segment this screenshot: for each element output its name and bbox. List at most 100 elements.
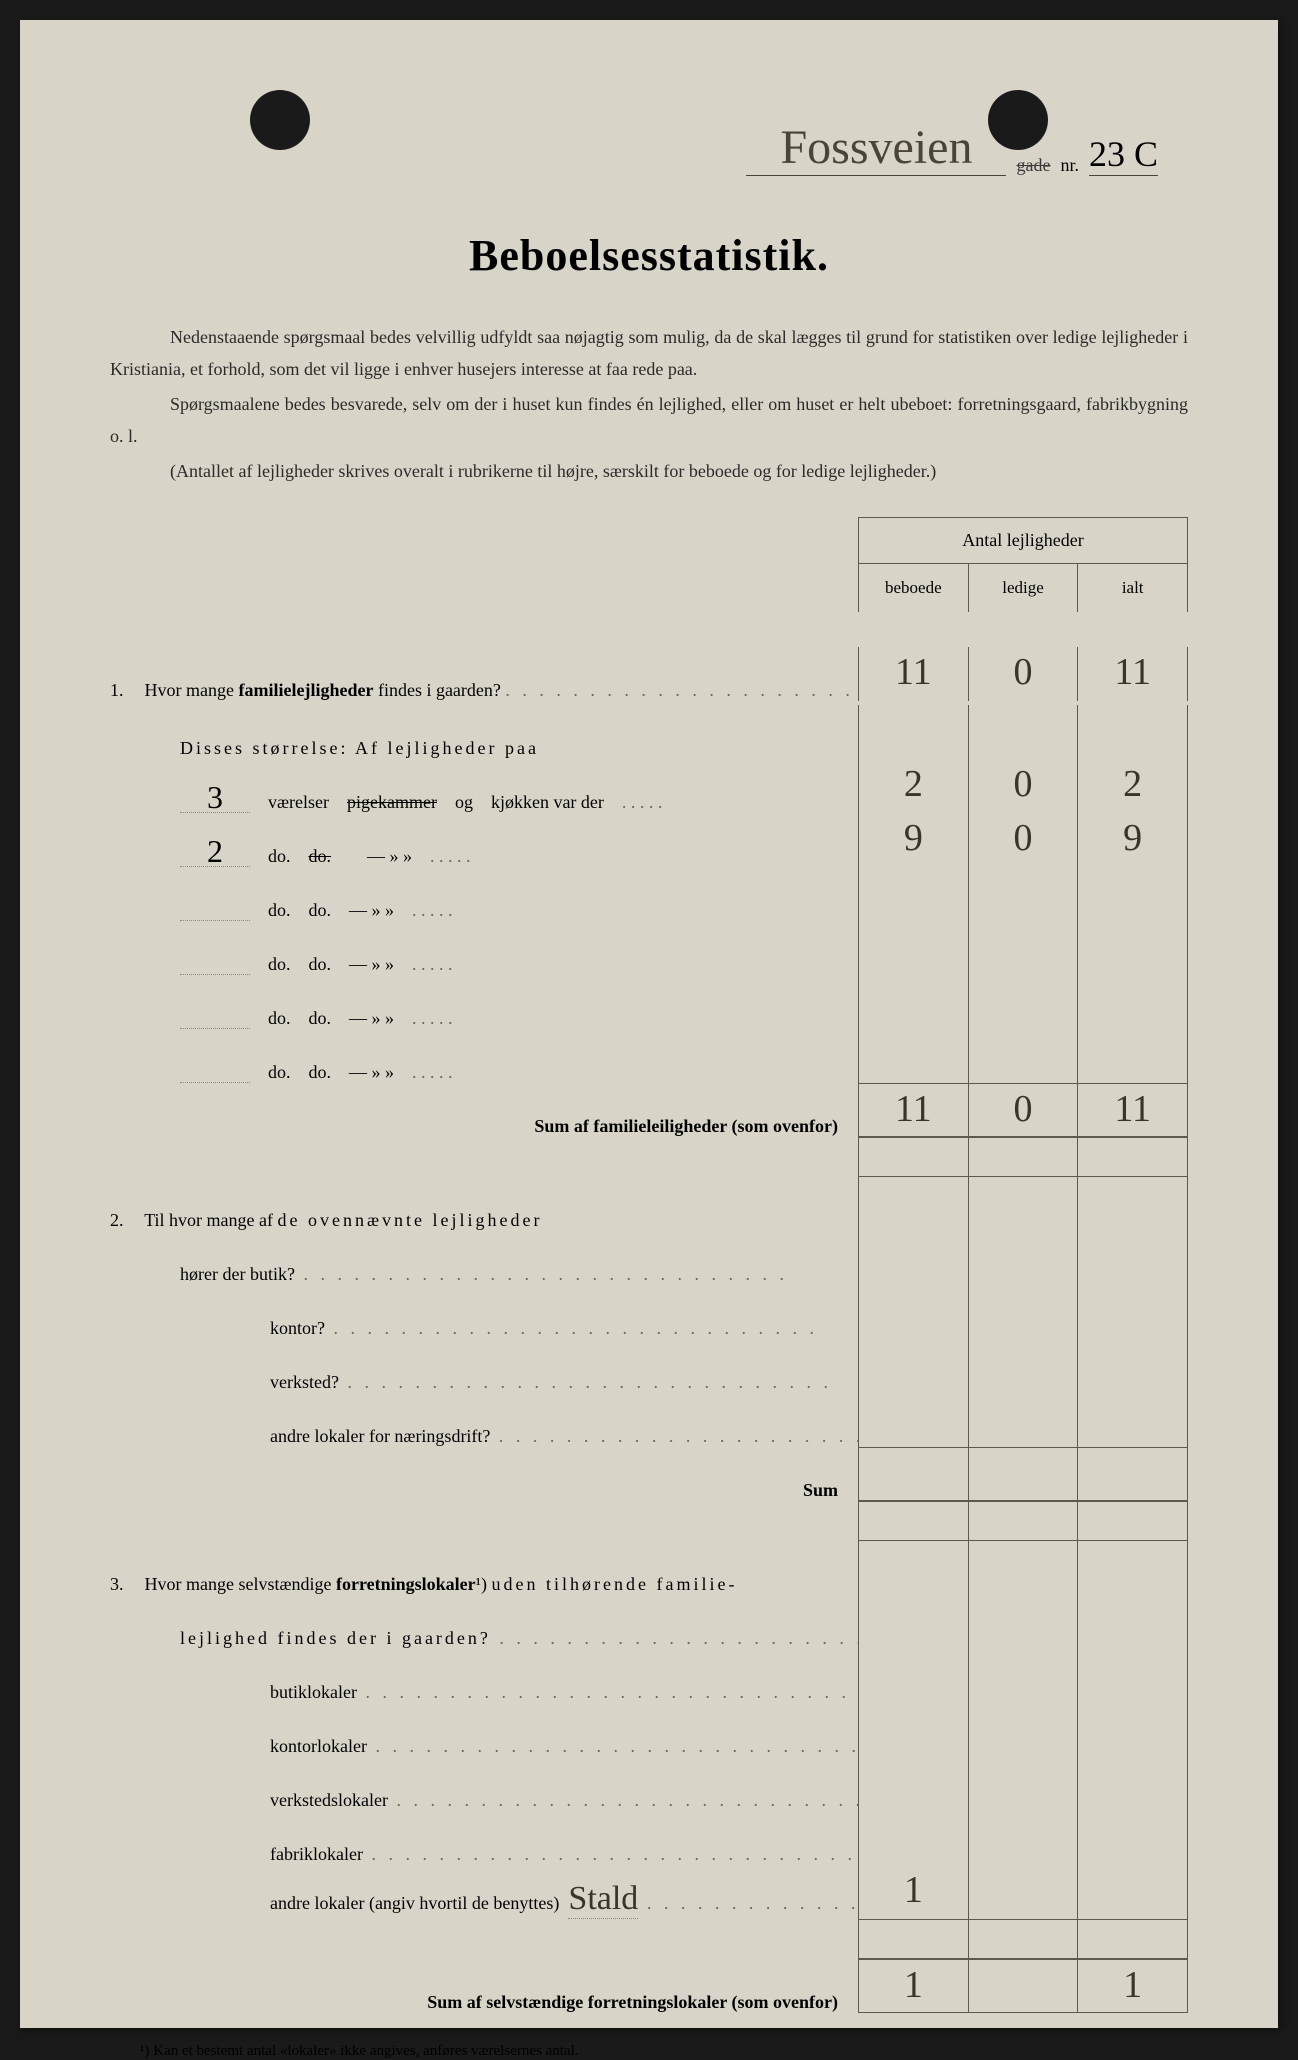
q3-sum-2: 1 [1078,1960,1187,2012]
col-ialt: ialt [1078,564,1187,612]
intro-p3: (Antallet af lejligheder skrives overalt… [110,455,1188,487]
q2-item-label: andre lokaler for næringsdrift? [270,1426,490,1446]
q3-l1b: forretningslokaler [336,1574,476,1594]
rooms-field [180,1082,250,1083]
rooms-field: 3 [180,783,250,813]
size-row: do. do. — » » . . . . . [110,1029,1188,1083]
q3-val-1 [969,1757,1079,1811]
size-val-2 [1078,975,1187,1029]
size-val-0: 2 [859,759,969,813]
q3-l1d: uden tilhørende familie- [492,1574,738,1594]
size-w1: do. [268,846,291,867]
q1-row: 1. Hvor mange familielejligheder findes … [110,647,1188,701]
size-val-1 [969,867,1079,921]
q1-sum-ledige: 0 [969,1084,1079,1136]
form-rows: 1. Hvor mange familielejligheder findes … [110,517,1188,2013]
size-val-1: 0 [969,813,1079,867]
document-title: Beboelsesstatistik. [110,230,1188,281]
q3-sum-1 [969,1960,1079,2012]
size-w1: do. [268,900,291,921]
street-name: Fossveien [746,120,1006,176]
q2-row: 2. Til hvor mange af de ovennævnte lejli… [110,1177,1188,1231]
q3-item-label: andre lokaler (angiv hvortil de benyttes… [270,1893,559,1913]
address-header: Fossveien gade nr. 23 C [638,120,1158,176]
size-val-0 [859,867,969,921]
size-val-2 [1078,921,1187,975]
rooms-field [180,1028,250,1029]
q3-val-2 [1078,1757,1187,1811]
q1-text-c: findes i gaarden? [373,680,500,700]
q1-text-b: familielejligheder [238,680,373,700]
size-val-2 [1078,1029,1187,1083]
rooms-field [180,920,250,921]
q1-num: 1. [110,680,140,701]
size-val-0: 9 [859,813,969,867]
q3-val-2 [1078,1865,1187,1919]
q1-val-ledige: 0 [969,647,1079,701]
q2-line1a: Til hvor mange af [144,1210,277,1230]
q3-item-label: kontorlokaler [270,1736,367,1756]
intro-p2: Spørgsmaalene bedes besvarede, selv om d… [110,388,1188,453]
q3-item-label: butiklokaler [270,1682,357,1702]
size-w3: — » » [367,846,412,867]
q2-line1b: de ovennævnte lejligheder [278,1210,543,1230]
rooms-field [180,974,250,975]
size-val-1: 0 [969,759,1079,813]
size-w3: — » » [349,900,394,921]
q3-sum-row: Sum af selvstændige forretningslokaler (… [110,1959,1188,2013]
q3-item-row: kontorlokaler [110,1703,1188,1757]
q2-num: 2. [110,1210,140,1231]
size-row: do. do. — » » . . . . . [110,975,1188,1029]
intro-text: Nedenstaaende spørgsmaal bedes velvillig… [110,321,1188,487]
q3-sum-label: Sum af selvstændige forretningslokaler (… [427,1992,838,2012]
size-w1: værelser [268,792,329,813]
q3-item-label: fabriklokaler [270,1844,363,1864]
q1-sum-beboede: 11 [859,1084,969,1136]
q3-val-2 [1078,1703,1187,1757]
q1-disses: Disses størrelse: Af lejligheder paa [180,738,539,758]
size-w1: do. [268,1008,291,1029]
q3-val-0 [859,1757,969,1811]
q3-row: 3. Hvor mange selvstændige forretningslo… [110,1541,1188,1595]
document-page: Fossveien gade nr. 23 C Beboelsesstatist… [20,20,1278,2028]
punch-hole-left [250,90,310,150]
rooms-field: 2 [180,837,250,867]
q3-handwritten: Stald [568,1880,638,1919]
q2-line2: hører der butik? [180,1264,295,1284]
q3-val-2 [1078,1649,1187,1703]
size-row: 3 værelser pigekammerog kjøkken var der … [110,759,1188,813]
q3-val-1 [969,1703,1079,1757]
size-w3: kjøkken var der [491,792,604,813]
form-content: Antal lejligheder beboede ledige ialt 1.… [110,517,1188,2013]
size-w3: — » » [349,1062,394,1083]
nr-label: nr. [1060,155,1079,176]
q3-val-1 [969,1649,1079,1703]
intro-p1: Nedenstaaende spørgsmaal bedes velvillig… [110,321,1188,386]
q3-item-row: fabriklokaler [110,1811,1188,1865]
gade-label: gade [1016,155,1050,176]
size-val-2 [1078,867,1187,921]
size-w1: do. [268,1062,291,1083]
q2-sum-label: Sum [803,1480,838,1500]
size-val-2: 9 [1078,813,1187,867]
q3-item-row: andre lokaler (angiv hvortil de benyttes… [110,1865,1188,1919]
q3-val-0 [859,1703,969,1757]
q2-item-label: kontor? [270,1318,325,1338]
q3-val-0 [859,1649,969,1703]
q3-line2-row: lejlighed findes der i gaarden? [110,1595,1188,1649]
q1-val-beboede: 11 [859,647,969,701]
q1-sum-row: Sum af familieleiligheder (som ovenfor) … [110,1083,1188,1137]
q3-val-0: 1 [859,1865,969,1919]
col-ledige: ledige [969,564,1079,612]
q2-sum-row: Sum [110,1447,1188,1501]
size-val-0 [859,1029,969,1083]
q2-item-row: kontor? [110,1285,1188,1339]
q3-val-0 [859,1811,969,1865]
col-beboede: beboede [859,564,969,612]
size-w3: — » » [349,954,394,975]
q3-l1a: Hvor mange selvstændige [145,1574,336,1594]
q3-item-row: nemlig:butiklokaler [110,1649,1188,1703]
q3-sum-0: 1 [859,1960,969,2012]
size-val-1 [969,1029,1079,1083]
size-val-2: 2 [1078,759,1187,813]
